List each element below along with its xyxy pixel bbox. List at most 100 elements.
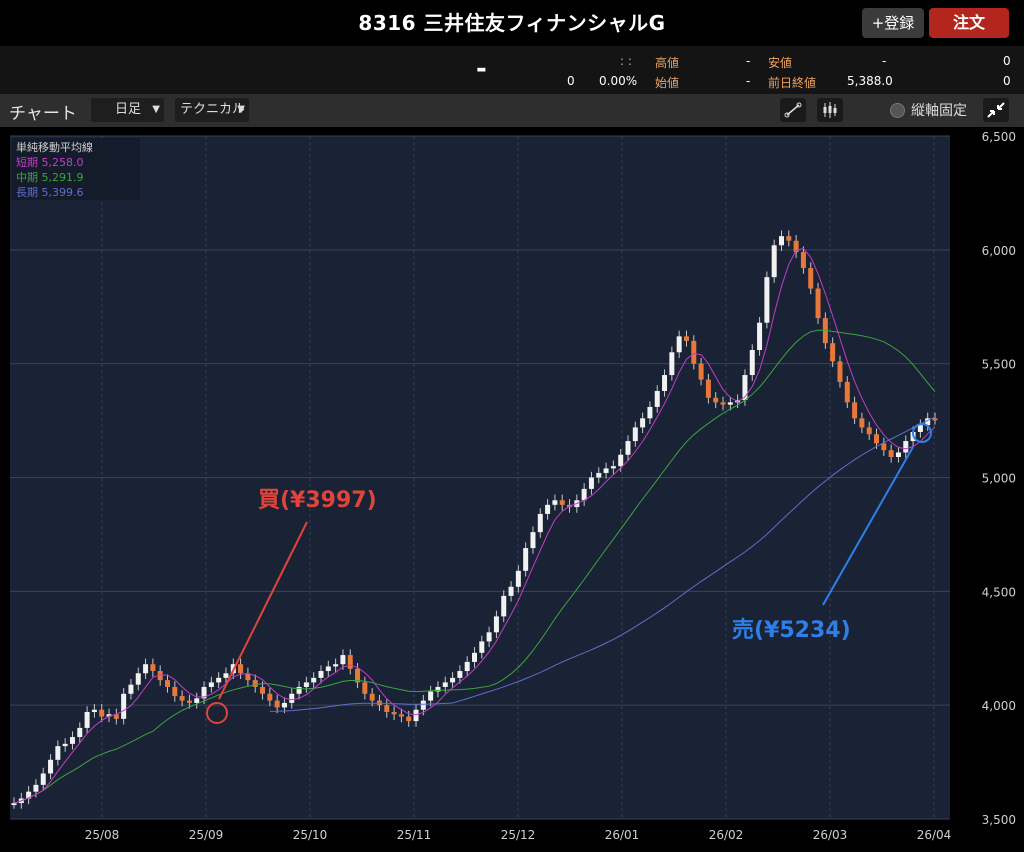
candle-body: [208, 682, 214, 687]
candle-body: [311, 677, 317, 683]
legend-box: [12, 138, 140, 200]
candle-body: [113, 714, 119, 719]
toggle-icon[interactable]: [890, 103, 905, 118]
candle-body: [691, 340, 697, 364]
quote-panel: - : : 0 0.00% 高値 - 始値 - 安値 - 前日終値 5,388.…: [0, 46, 1024, 94]
collapse-button[interactable]: [983, 98, 1009, 122]
prev-close-label: 前日終値: [768, 76, 817, 90]
page-title: 8316 三井住友フィナンシャルG: [358, 11, 666, 35]
candle-body: [479, 641, 485, 653]
candle-body: [779, 236, 784, 246]
candle-body: [428, 691, 434, 701]
candle-body: [874, 434, 880, 444]
candle-body: [165, 680, 170, 687]
candle-body: [398, 714, 404, 717]
candle-body: [157, 671, 163, 681]
candle-body: [362, 682, 368, 694]
technical-dropdown[interactable]: テクニカル ▼: [175, 98, 249, 122]
candle-body: [720, 402, 726, 405]
order-button[interactable]: 注文: [929, 8, 1009, 38]
candle-body: [223, 673, 229, 678]
legend-mid: 中期 5,291.9: [16, 171, 83, 184]
register-button[interactable]: +登録: [862, 8, 924, 38]
candle-body: [764, 277, 770, 323]
candle-body: [698, 363, 704, 380]
y-tick-label: 3,500: [982, 813, 1016, 827]
high-value: -: [746, 54, 751, 68]
y-tick-label: 6,500: [982, 130, 1016, 144]
candle-body: [472, 652, 477, 662]
candle-body: [369, 693, 375, 701]
candle-body: [99, 709, 105, 717]
candle-body: [172, 686, 178, 697]
candle-body: [77, 727, 83, 738]
candle-body: [705, 379, 711, 398]
candle-body: [340, 655, 346, 665]
candle-body: [793, 240, 799, 253]
candle-body: [866, 427, 872, 435]
candle-body: [128, 684, 134, 694]
candle-body: [464, 661, 470, 672]
x-tick-label: 25/12: [501, 828, 536, 842]
candle-body: [632, 427, 638, 442]
candle-body: [895, 452, 901, 458]
price-change: 0: [567, 74, 575, 88]
candle-body: [625, 441, 631, 455]
period-dropdown[interactable]: 日足 ▼: [91, 98, 164, 122]
candle-body: [844, 381, 850, 403]
candle-body: [135, 673, 141, 685]
candle-body: [84, 711, 90, 728]
candle-body: [808, 268, 814, 289]
x-tick-label: 25/08: [85, 828, 120, 842]
low-value: -: [882, 54, 887, 68]
y-tick-label: 5,000: [982, 472, 1016, 486]
candle-body: [26, 791, 32, 799]
period-label: 日足: [115, 102, 142, 117]
candle-body: [508, 586, 514, 596]
candle-body: [413, 709, 419, 722]
candle-body: [537, 513, 543, 533]
candle-body: [121, 693, 127, 719]
candle-body: [347, 655, 353, 669]
candle-body: [596, 472, 602, 478]
legend-long: 長期 5,399.6: [16, 186, 83, 199]
x-tick-label: 25/11: [397, 828, 432, 842]
candle-body: [201, 686, 207, 699]
candle-body: [194, 698, 200, 703]
candle-body: [33, 784, 39, 792]
open-value: -: [746, 74, 751, 88]
candle-body: [303, 682, 309, 687]
candle-body: [727, 402, 733, 405]
candle-body: [493, 616, 499, 633]
candle-body: [662, 375, 668, 391]
chart-toolbar: チャート 日足 ▼ テクニカル ▼ 縦軸固定: [0, 94, 1024, 127]
candle-body: [903, 441, 909, 453]
candle-body: [11, 803, 17, 806]
price-chart[interactable]: 6,500 6,000 5,500 5,000 4,500 4,000 3,500 25/0…: [0, 127, 1024, 848]
candle-body: [647, 406, 653, 419]
candle-body: [610, 466, 616, 469]
candle-body: [55, 746, 61, 760]
candle-body: [552, 500, 558, 505]
open-label: 始値: [655, 76, 680, 90]
candle-body: [281, 702, 287, 708]
candle-body: [559, 500, 565, 505]
line-draw-button[interactable]: [780, 98, 806, 122]
candle-body: [618, 454, 624, 467]
candle-body: [588, 477, 594, 489]
candle-body: [888, 450, 894, 458]
candle-body: [150, 664, 156, 672]
top-bar: 8316 三井住友フィナンシャルG +登録 注文: [0, 0, 1024, 46]
candle-body: [245, 673, 251, 681]
candle-body: [815, 288, 821, 319]
compare-button[interactable]: [817, 98, 843, 122]
candle-body: [69, 737, 75, 744]
candle-body: [296, 686, 302, 694]
right-value-bottom: 0: [1003, 74, 1011, 88]
collapse-icon: [987, 102, 1005, 118]
right-value-top: 0: [1003, 54, 1011, 68]
x-tick-label: 26/04: [917, 828, 952, 842]
compare-icon: [823, 102, 837, 118]
y-tick-label: 4,000: [982, 699, 1016, 713]
candle-body: [581, 488, 587, 501]
